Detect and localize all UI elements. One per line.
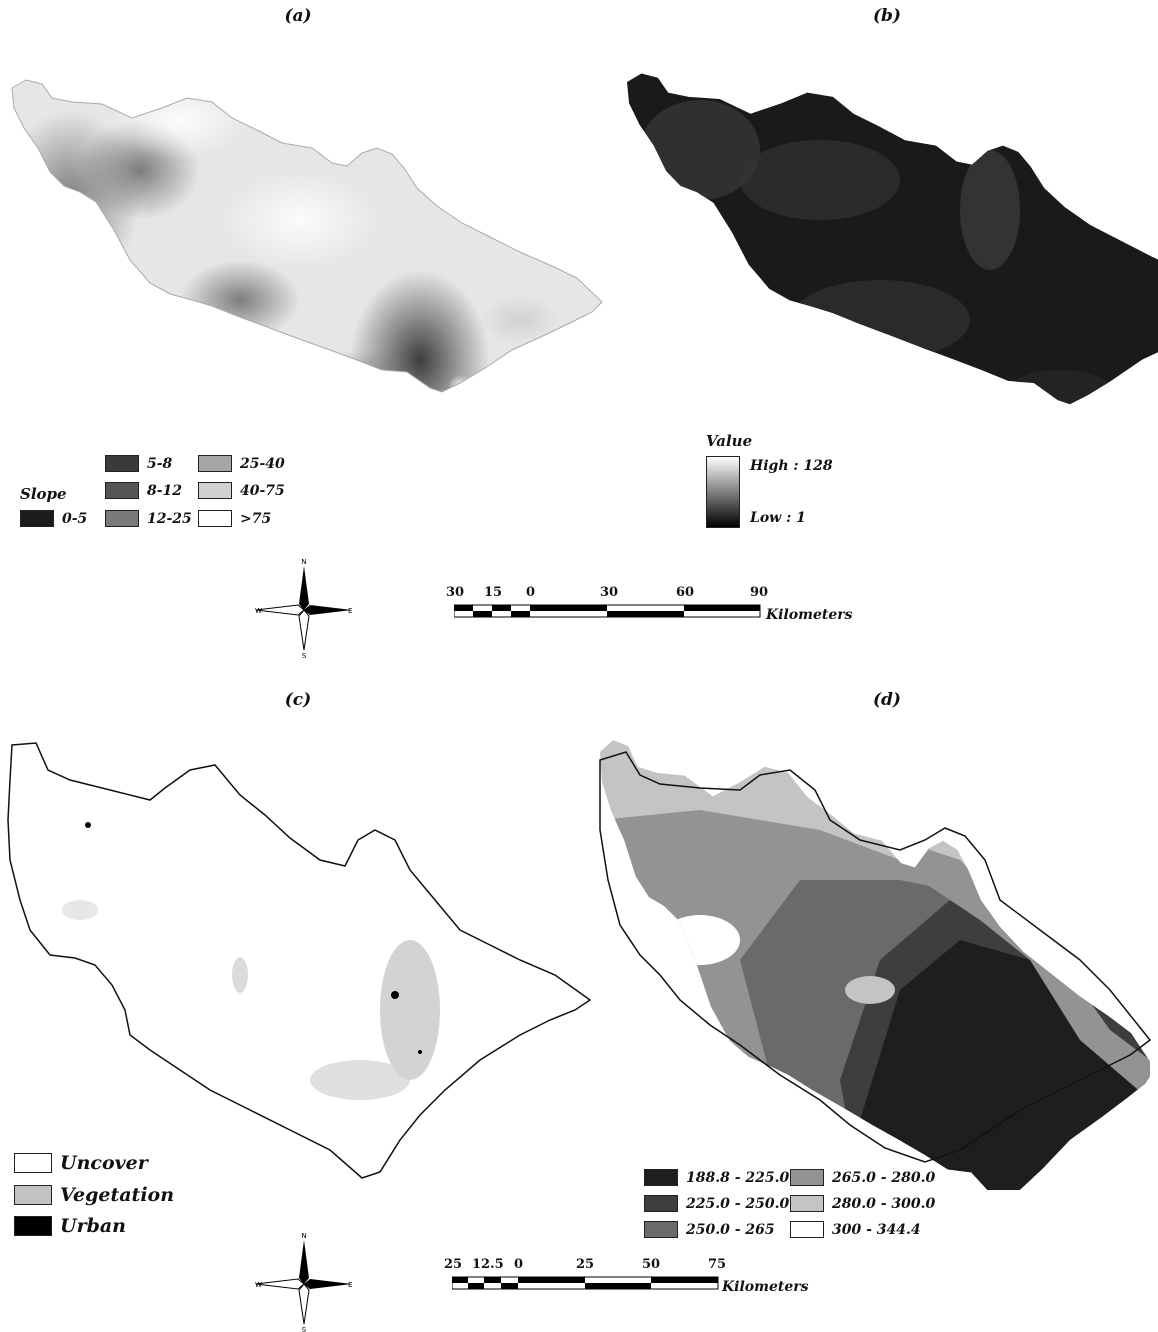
legend-swatch	[105, 510, 139, 527]
compass-s: S	[302, 652, 307, 658]
panel-label-d: (d)	[873, 690, 901, 710]
legend-label: 250.0 - 265	[686, 1221, 775, 1238]
panel-label-a: (a)	[284, 6, 312, 26]
scale-bar-bottom: 25 12.5 0 25 50 75 Kilometers	[440, 1257, 840, 1297]
scale-tick-label: 12.5	[472, 1257, 504, 1272]
scale-tick-label: 75	[708, 1257, 727, 1272]
compass-n: N	[301, 558, 306, 566]
scale-bar-top: 30 15 0 30 60 90 Kilometers	[440, 585, 860, 625]
legend-label: Urban	[60, 1215, 126, 1237]
elevation-map	[599, 740, 1152, 1190]
compass-n: N	[301, 1232, 306, 1240]
value-legend-title: Value	[706, 432, 753, 450]
scale-bar-graphic	[452, 1276, 719, 1290]
landcover-legend: Uncover Vegetation Urban	[14, 1152, 214, 1242]
slope-legend-item: 5-8	[105, 455, 172, 472]
legend-label: 25-40	[240, 455, 285, 472]
legend-label: >75	[240, 510, 272, 527]
scale-tick-label: 60	[676, 585, 695, 600]
legend-label: 5-8	[147, 455, 173, 472]
slope-legend-item: >75	[198, 510, 271, 527]
scale-tick-label: 30	[600, 585, 619, 600]
north-arrow-icon: N S W E	[255, 1232, 352, 1332]
scale-tick-label: 15	[484, 585, 503, 600]
value-legend-low: Low : 1	[750, 510, 806, 526]
scale-tick-label: 50	[642, 1257, 661, 1272]
scale-unit-label: Kilometers	[766, 607, 853, 623]
legend-swatch	[105, 482, 139, 499]
legend-label: Uncover	[60, 1152, 148, 1174]
legend-swatch	[644, 1221, 678, 1238]
value-legend-high: High : 128	[750, 458, 833, 474]
north-arrow-icon: N S W E	[255, 558, 352, 658]
scale-tick-label: 30	[446, 585, 465, 600]
legend-label: 40-75	[240, 482, 285, 499]
landcover-legend-item: Uncover	[14, 1152, 148, 1174]
slope-legend-item: 25-40	[198, 455, 285, 472]
value-gradient-bar	[706, 456, 740, 528]
elevation-legend-item: 265.0 - 280.0	[790, 1169, 935, 1186]
landcover-legend-item: Urban	[14, 1215, 126, 1237]
legend-swatch	[198, 455, 232, 472]
compass-e: E	[348, 1281, 352, 1289]
legend-swatch	[20, 510, 54, 527]
slope-legend-title: Slope	[20, 485, 67, 503]
compass-w: W	[255, 607, 262, 615]
landcover-legend-item: Vegetation	[14, 1184, 174, 1206]
scale-tick-label: 0	[514, 1257, 524, 1272]
compass-s: S	[302, 1326, 307, 1332]
legend-swatch	[14, 1216, 52, 1236]
elevation-legend-item: 280.0 - 300.0	[790, 1195, 935, 1212]
landcover-map	[7, 742, 592, 1179]
slope-map	[11, 79, 603, 393]
panel-label-b: (b)	[873, 6, 901, 26]
legend-label: Vegetation	[60, 1184, 175, 1206]
scale-tick-label: 25	[444, 1257, 463, 1272]
legend-label: 225.0 - 250.0	[686, 1195, 790, 1212]
elevation-legend-item: 188.8 - 225.0	[644, 1169, 789, 1186]
legend-swatch	[198, 482, 232, 499]
legend-swatch	[790, 1221, 824, 1238]
legend-swatch	[644, 1169, 678, 1186]
scale-tick-label: 90	[750, 585, 769, 600]
elevation-legend: 188.8 - 225.0 225.0 - 250.0 250.0 - 265 …	[644, 1169, 944, 1244]
legend-swatch	[198, 510, 232, 527]
slope-legend-item: 12-25	[105, 510, 192, 527]
compass-e: E	[348, 607, 352, 615]
legend-swatch	[790, 1169, 824, 1186]
legend-swatch	[644, 1195, 678, 1212]
legend-label: 265.0 - 280.0	[832, 1169, 936, 1186]
legend-label: 188.8 - 225.0	[686, 1169, 790, 1186]
slope-legend-item: 40-75	[198, 482, 285, 499]
scale-tick-label: 25	[576, 1257, 595, 1272]
legend-label: 12-25	[147, 510, 192, 527]
legend-swatch	[790, 1195, 824, 1212]
slope-legend-item: 0-5	[20, 510, 87, 527]
slope-legend: Slope 0-5 5-8 8-12 12-25 25-40 40-75 >75	[20, 455, 320, 535]
legend-label: 300 - 344.4	[832, 1221, 921, 1238]
legend-label: 280.0 - 300.0	[832, 1195, 936, 1212]
scale-bar-graphic	[454, 604, 761, 618]
elevation-legend-item: 225.0 - 250.0	[644, 1195, 789, 1212]
legend-label: 0-5	[62, 510, 88, 527]
slope-legend-item: 8-12	[105, 482, 182, 499]
legend-swatch	[14, 1185, 52, 1205]
legend-swatch	[14, 1153, 52, 1173]
panel-label-c: (c)	[284, 690, 312, 710]
scale-unit-label: Kilometers	[722, 1279, 809, 1295]
legend-swatch	[105, 455, 139, 472]
scale-tick-label: 0	[526, 585, 536, 600]
value-map	[627, 73, 1158, 405]
compass-w: W	[255, 1281, 262, 1289]
elevation-legend-item: 250.0 - 265	[644, 1221, 775, 1238]
legend-label: 8-12	[147, 482, 183, 499]
elevation-legend-item: 300 - 344.4	[790, 1221, 921, 1238]
value-legend: Value High : 128 Low : 1	[704, 432, 864, 532]
